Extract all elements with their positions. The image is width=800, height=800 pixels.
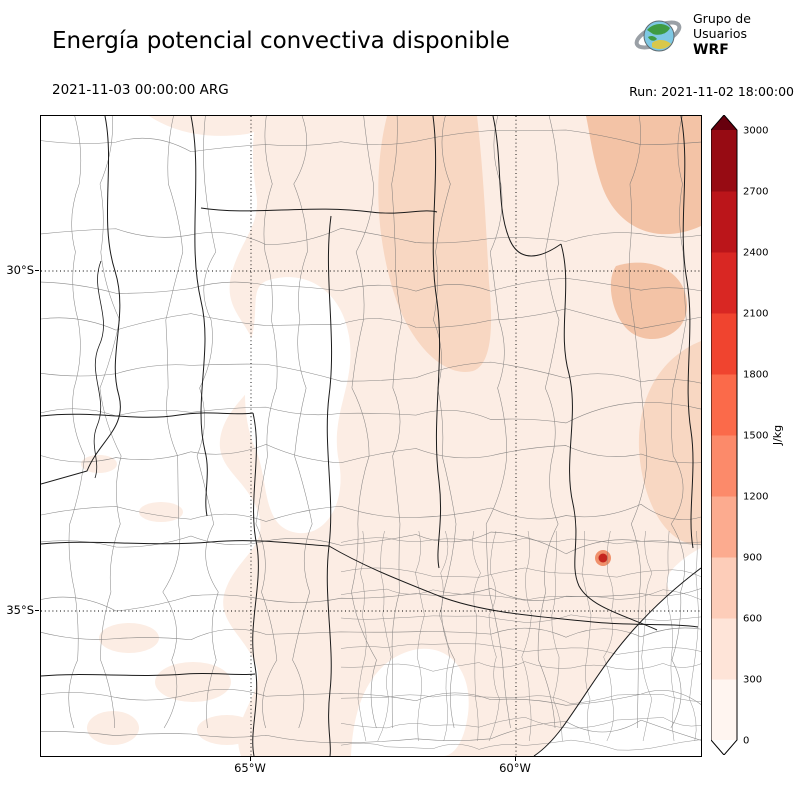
colorbar-segment [711, 557, 737, 619]
colorbar-segment [711, 679, 737, 741]
colorbar-segment [711, 435, 737, 497]
colorbar-tick-label: 300 [743, 675, 762, 686]
logo-text: Grupo de Usuarios WRF [693, 11, 751, 60]
colorbar-segment [711, 313, 737, 375]
logo-line-1: Grupo de [693, 10, 751, 26]
colorbar-segment [711, 252, 737, 314]
xtick-mark [250, 757, 251, 761]
colorbar-tick-label: 0 [743, 736, 749, 747]
colorbar-segment [711, 130, 737, 192]
colorbar-segment [711, 191, 737, 253]
colorbar-tick-label: 2400 [743, 248, 768, 259]
page-title: Energía potencial convectiva disponible [52, 28, 510, 54]
cape-medium-east-band [638, 341, 701, 545]
xtick-mark [515, 757, 516, 761]
globe-icon [634, 20, 682, 52]
cape-patch [81, 455, 117, 473]
logo-line-2: Usuarios [693, 25, 748, 41]
clear-area-center [244, 277, 351, 534]
colorbar-tick-label: 2700 [743, 187, 768, 198]
cape-plume-center [378, 116, 492, 372]
colorbar-outline [711, 115, 738, 755]
cape-patch [139, 502, 183, 522]
xtick-65w: 65°W [234, 761, 266, 775]
ytick-30s: 30°S [6, 263, 34, 277]
colorbar-over-arrow [711, 115, 737, 130]
cape-strong-east [610, 262, 687, 340]
colorbar-segment [711, 374, 737, 436]
department-boundaries [41, 116, 701, 751]
colorbar-under-arrow [711, 740, 737, 755]
colorbar-tick-label: 600 [743, 614, 762, 625]
logo-line-3: WRF [693, 42, 729, 59]
colorbar-tick-label: 3000 [743, 126, 768, 137]
ytick-mark [35, 270, 39, 271]
cape-spot [598, 553, 608, 563]
colorbar-segment [711, 618, 737, 680]
valid-time-label: 2021-11-03 00:00:00 ARG [52, 82, 229, 98]
cape-patch [197, 715, 257, 745]
latlon-gridlines [41, 116, 701, 756]
colorbar-unit-label: J/kg [771, 425, 784, 446]
wrf-logo: Grupo de Usuarios WRF [633, 10, 751, 60]
cape-patch [87, 711, 139, 745]
colorbar-tick-label: 2100 [743, 309, 768, 320]
cape-map [41, 116, 701, 756]
clear-area-south [351, 648, 469, 756]
run-time-label: Run: 2021-11-02 18:00:00 [629, 84, 794, 99]
cape-patch-top-left [149, 116, 283, 136]
xtick-60w: 60°W [499, 761, 531, 775]
colorbar-tick-label: 900 [743, 553, 762, 564]
cape-strong-northeast [586, 116, 701, 235]
cape-patch [155, 662, 231, 702]
ytick-35s: 35°S [6, 603, 34, 617]
ytick-mark [35, 610, 39, 611]
colorbar-tick-label: 1500 [743, 431, 768, 442]
colorbar-tick-label: 1200 [743, 492, 768, 503]
province-borders [41, 116, 701, 756]
colorbar: 0 300 600 900 1200 1500 1800 2100 2400 2700 3000 J/… [711, 115, 784, 755]
map-panel [40, 115, 702, 757]
colorbar-segment [711, 496, 737, 558]
colorbar-tick-label: 1800 [743, 370, 768, 381]
cape-region-light [219, 116, 701, 756]
